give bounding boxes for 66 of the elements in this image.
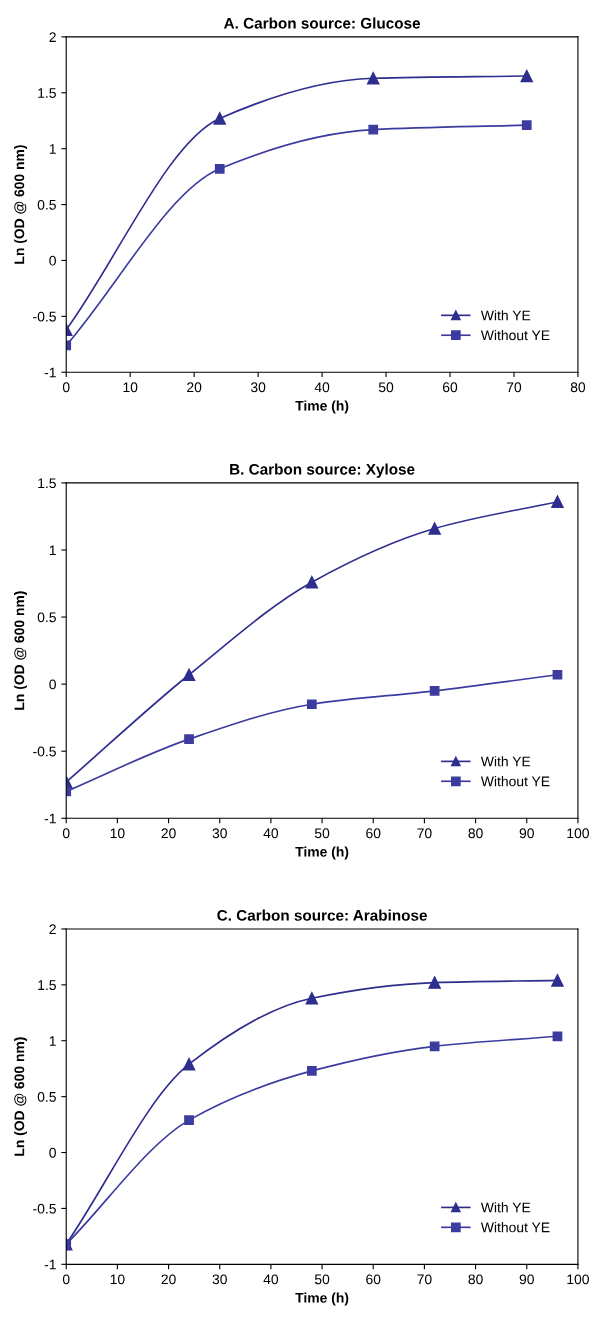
y-tick-label: -0.5 [33,1203,56,1214]
y-tick-label: 0 [49,679,56,690]
x-tick-label: 20 [161,828,176,839]
x-tick-label: 50 [378,382,394,393]
x-tick-label: 40 [314,382,330,393]
x-tick-label: 10 [110,1274,125,1285]
legend-label: With YE [480,756,531,767]
x-tick-label: 100 [567,828,589,839]
y-tick-label: 0.5 [37,1091,56,1102]
x-tick-label: 70 [417,1274,432,1285]
x-axis-title: Time (h) [295,400,349,414]
x-tick-label: 0 [62,828,70,839]
x-tick-label: 70 [506,382,522,393]
legend-label: With YE [480,310,531,321]
x-tick-label: 10 [110,828,125,839]
legend-label: Without YE [480,1222,550,1233]
x-tick-label: 80 [570,382,586,393]
legend-label: Without YE [480,330,550,341]
y-tick-label: -0.5 [33,311,56,322]
x-tick-label: 60 [442,382,458,393]
y-axis-title: Ln (OD @ 600 nm) [14,145,28,264]
y-tick-label: 2 [49,32,56,42]
x-tick-label: 80 [468,1274,483,1285]
chart-title: B. Carbon source: Xylose [230,463,415,478]
x-tick-label: 30 [250,382,266,393]
x-tick-label: 40 [263,828,279,839]
chart-title: C. Carbon source: Arabinose [217,909,427,921]
y-tick-label: 1.5 [38,88,56,98]
x-tick-label: 60 [366,1274,381,1285]
x-axis-title: Time (h) [295,846,349,860]
y-tick-label: -1 [44,367,56,378]
x-tick-label: 60 [366,828,381,839]
y-tick-label: -0.5 [33,746,56,757]
chart-title: A. Carbon source: Glucose [223,17,421,29]
x-tick-label: 30 [212,828,227,839]
y-axis-title: Ln (OD @ 600 nm) [14,591,28,710]
x-tick-label: 40 [263,1274,279,1285]
x-tick-label: 70 [417,828,432,839]
y-tick-label: 0 [49,1147,56,1158]
y-tick-label: 1.5 [38,980,56,991]
y-tick-label: 0.5 [37,199,56,210]
x-tick-label: 80 [468,828,483,839]
y-tick-label: 0.5 [37,612,56,623]
x-tick-label: 20 [187,382,202,393]
y-tick-label: 2 [49,924,56,934]
y-tick-label: 1 [49,545,56,556]
x-tick-label: 0 [62,1274,70,1285]
x-tick-label: 50 [314,828,330,839]
y-axis-title: Ln (OD @ 600 nm) [14,1037,28,1156]
y-tick-label: 1.5 [38,478,56,489]
x-tick-label: 20 [161,1274,176,1285]
legend-label: With YE [480,1202,531,1213]
y-tick-label: -1 [44,1259,56,1270]
x-axis-title: Time (h) [295,1292,349,1306]
y-tick-label: 0 [49,255,56,266]
x-tick-label: 90 [519,1274,534,1285]
x-tick-label: 30 [212,1274,227,1285]
legend-label: Without YE [480,776,550,787]
x-tick-label: 0 [62,382,70,393]
x-tick-label: 50 [314,1274,330,1285]
x-tick-label: 10 [123,382,138,393]
x-tick-label: 90 [519,828,534,839]
x-tick-label: 100 [567,1274,589,1285]
y-tick-label: 1 [49,1036,56,1046]
y-tick-label: -1 [44,813,56,824]
y-tick-label: 1 [49,144,56,154]
